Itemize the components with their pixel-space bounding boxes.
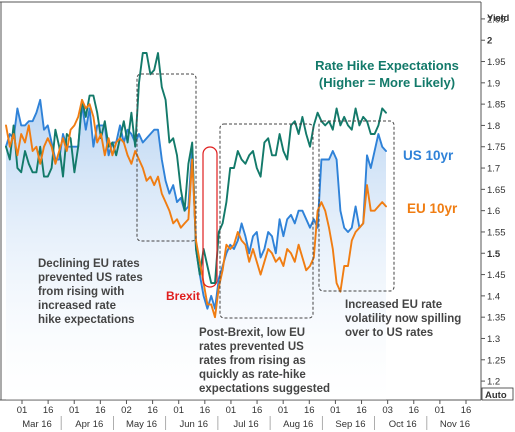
x-tick-label: 16	[461, 405, 472, 416]
x-axis-months: Mar 16 Apr 16 May 16 Jun 16 Jul 16 Aug 16 Sep …	[22, 416, 470, 430]
x-tick-label: 16	[408, 405, 419, 416]
y-tick-label: 1.55	[487, 227, 506, 238]
annotation-text-2: Post-Brexit, low EU rates prevented US r…	[199, 327, 330, 395]
y-tick-label: 1.9	[487, 78, 500, 89]
annotation-1-line: prevented US rates	[38, 272, 143, 284]
y-tick-label: 1.6	[487, 206, 500, 217]
x-tick-label: 03	[382, 405, 393, 416]
y-tick-label: 1.75	[487, 142, 506, 153]
annotation-2-line: rates from rising as	[199, 355, 306, 367]
annotation-1-line: increased rate	[38, 300, 116, 312]
x-tick-label: 01	[17, 405, 28, 416]
x-month-label: Jul 16	[233, 419, 258, 430]
x-month-label: May 16	[126, 419, 157, 430]
x-month-label: Oct 16	[389, 419, 417, 430]
annotation-2-line: Post-Brexit, low EU	[199, 327, 305, 339]
y-tick-label: 1.7	[487, 164, 500, 175]
y-tick-label: 1.25	[487, 355, 506, 366]
annotation-2-line: expectations suggested	[199, 383, 330, 395]
y-tick-label: 1.3	[487, 334, 500, 345]
x-tick-label: 16	[147, 405, 158, 416]
x-month-label: Mar 16	[22, 419, 52, 430]
x-month-label: Aug 16	[283, 419, 313, 430]
x-month-label: Jun 16	[179, 419, 208, 430]
annotation-2-line: quickly as rate-hike	[199, 369, 306, 381]
y-tick-label: 2	[487, 36, 492, 47]
y-axis-title: Yield	[487, 13, 510, 24]
eu10yr-line	[5, 98, 387, 319]
annotation-text-3: Increased EU rate volatility now spillin…	[345, 299, 461, 339]
x-tick-label: 01	[69, 405, 80, 416]
x-tick-label: 01	[226, 405, 237, 416]
x-tick-label: 01	[173, 405, 184, 416]
y-axis-ticks: 2.05 2 1.95 1.9 1.85 1.8 1.75 1.7 1.65 1.6 1.55 1.5…	[481, 14, 506, 388]
brexit-label: Brexit	[166, 289, 200, 303]
annotation-3-line: over to US rates	[345, 327, 433, 339]
eu10yr-label: EU 10yr	[407, 201, 458, 216]
x-tick-label: 16	[200, 405, 211, 416]
x-month-label: Apr 16	[75, 419, 103, 430]
annotation-3-line: Increased EU rate	[345, 299, 442, 311]
auto-scale-label[interactable]: Auto	[485, 390, 507, 401]
annotation-box-1	[136, 73, 197, 242]
auto-scale-box[interactable]	[481, 387, 514, 401]
y-tick-label: 1.45	[487, 270, 506, 281]
y-tick-label: 1.2	[487, 377, 500, 388]
annotation-1-line: hike expectations	[38, 314, 135, 326]
x-tick-label: 16	[304, 405, 315, 416]
x-tick-label: 02	[121, 405, 132, 416]
x-month-label: Sep 16	[335, 419, 365, 430]
y-tick-label: 1.95	[487, 57, 506, 68]
x-tick-label: 01	[278, 405, 289, 416]
x-tick-label: 16	[95, 405, 106, 416]
y-tick-label: 2.05	[487, 14, 506, 25]
rate-hike-label-line2: (Higher = More Likely)	[319, 75, 455, 90]
y-tick-label: 1.4	[487, 291, 500, 302]
annotation-text-1: Declining EU rates prevented US rates fr…	[38, 258, 143, 326]
x-axis-ticks: 01 16 01 16 02 16 01 16 01 16 01 16 01 16 03 16 01 16	[17, 400, 472, 416]
y-tick-label: 1.85	[487, 100, 506, 111]
y-tick-label: 1.35	[487, 313, 506, 324]
x-tick-label: 16	[356, 405, 367, 416]
x-tick-label: 01	[435, 405, 446, 416]
x-tick-label: 16	[252, 405, 263, 416]
y-tick-label: 1.8	[487, 121, 500, 132]
annotation-3-line: volatility now spilling	[345, 313, 461, 325]
x-tick-label: 01	[330, 405, 341, 416]
annotation-box-2	[219, 123, 314, 319]
brexit-highlight	[202, 146, 218, 288]
annotation-box-3	[318, 120, 395, 292]
annotation-1-line: from rising with	[38, 286, 124, 298]
annotation-1-line: Declining EU rates	[38, 258, 140, 270]
series-layer	[5, 52, 387, 319]
y-tick-label: 1.5	[487, 249, 501, 260]
us10yr-label: US 10yr	[403, 148, 454, 163]
rate-hike-label-line1: Rate Hike Expectations	[315, 58, 459, 73]
y-tick-label: 1.65	[487, 185, 506, 196]
x-month-label: Nov 16	[440, 419, 470, 430]
x-tick-label: 16	[43, 405, 54, 416]
annotation-2-line: rates prevented US	[199, 341, 304, 353]
